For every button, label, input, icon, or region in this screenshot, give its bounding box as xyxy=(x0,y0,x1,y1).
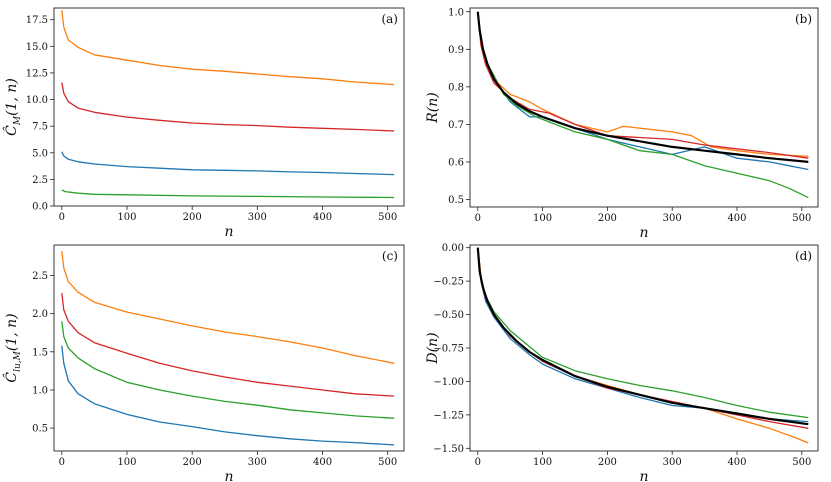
x-axis-label: n xyxy=(639,469,648,482)
x-tick-label: 200 xyxy=(598,213,617,224)
y-tick-label: −0.50 xyxy=(433,310,464,321)
y-tick-label: −1.50 xyxy=(433,444,464,455)
x-tick-label: 0 xyxy=(475,213,481,224)
y-tick-label: 0.5 xyxy=(32,424,48,435)
x-tick-label: 0 xyxy=(59,457,65,468)
series-line-red xyxy=(61,293,395,397)
y-tick-label: 2.0 xyxy=(32,309,48,320)
y-tick-label: 1.5 xyxy=(32,347,48,358)
y-tick-label: 0.6 xyxy=(448,157,464,168)
panel-b: 0 100 200 300 400 500 0.5 0.6 0.7 0.8 0.9 1.0 n R(n) (… xyxy=(425,7,819,241)
panel-tag: (a) xyxy=(381,12,398,26)
series-line-orange xyxy=(477,11,809,157)
x-tick-label: 500 xyxy=(792,457,811,468)
y-tick-label: 17.5 xyxy=(26,15,48,26)
x-axis-label: n xyxy=(639,225,648,241)
y-tick-label: 12.5 xyxy=(26,68,48,79)
x-tick-label: 100 xyxy=(117,212,136,223)
x-tick-label: 200 xyxy=(598,457,617,468)
series-line-blue xyxy=(477,11,809,171)
panel-tag: (b) xyxy=(795,12,812,26)
y-tick-label: 2.5 xyxy=(32,271,48,282)
y-tick-label: −0.75 xyxy=(433,344,464,355)
plot-frame xyxy=(53,7,405,207)
y-tick-label: −0.25 xyxy=(433,277,464,288)
y-tick-label: 2.5 xyxy=(32,175,48,186)
y-axis-label: ĈM(1, n) xyxy=(2,78,23,136)
y-tick-label: 0.9 xyxy=(448,45,464,56)
series-line-orange xyxy=(61,251,395,364)
x-tick-label: 300 xyxy=(663,213,682,224)
series-line-red xyxy=(477,247,809,429)
series-line-blue xyxy=(61,151,395,176)
x-tick-label: 200 xyxy=(183,457,202,468)
y-tick-label: 0.00 xyxy=(442,243,464,254)
x-tick-label: 400 xyxy=(727,457,746,468)
y-axis-label: D(n) xyxy=(425,332,441,364)
series-line-red xyxy=(61,82,395,132)
y-tick-label: −1.00 xyxy=(433,377,464,388)
x-tick-label: 500 xyxy=(378,457,397,468)
x-tick-label: 100 xyxy=(533,213,552,224)
x-tick-label: 100 xyxy=(533,457,552,468)
series-line-green xyxy=(477,247,809,419)
y-axis-label: Ĉlu,M(1, n) xyxy=(2,313,23,382)
y-tick-label: 0.0 xyxy=(32,202,48,213)
x-tick-label: 200 xyxy=(183,212,202,223)
series-line-black xyxy=(476,247,809,426)
x-tick-label: 300 xyxy=(248,457,267,468)
y-tick-label: 1.0 xyxy=(448,7,464,18)
y-axis-label: R(n) xyxy=(425,92,441,123)
x-tick-label: 500 xyxy=(792,213,811,224)
y-tick-label: 1.0 xyxy=(32,385,48,396)
series-line-orange xyxy=(61,10,395,86)
x-axis-label: n xyxy=(224,224,233,240)
x-tick-label: 400 xyxy=(727,213,746,224)
x-tick-label: 300 xyxy=(663,457,682,468)
x-tick-label: 300 xyxy=(248,212,267,223)
y-tick-label: −1.25 xyxy=(433,410,464,421)
panel-d: 0 100 200 300 400 500 0.00 −0.25 −0.50 −0.75 −1.00… xyxy=(425,243,819,482)
panel-tag: (d) xyxy=(795,249,812,263)
x-tick-label: 400 xyxy=(313,457,332,468)
series-line-black xyxy=(476,11,809,163)
panel-c: 0 100 200 300 400 500 0.5 1.0 1.5 2.0 2.5 n Ĉlu,M(1,… xyxy=(2,244,405,482)
y-tick-label: 0.7 xyxy=(448,120,464,131)
y-tick-label: 10.0 xyxy=(26,95,48,106)
panel-tag: (c) xyxy=(382,249,398,263)
y-tick-label: 7.5 xyxy=(32,122,48,133)
x-axis-label: n xyxy=(224,469,233,482)
plot-frame xyxy=(469,7,819,208)
series-line-green xyxy=(61,189,395,199)
x-tick-label: 400 xyxy=(313,212,332,223)
y-tick-label: 5.0 xyxy=(32,148,48,159)
panel-a: 0 100 200 300 400 500 0.0 2.5 5.0 7.5 10.0 12.5 15.0… xyxy=(2,7,405,240)
y-tick-label: 0.5 xyxy=(448,195,464,206)
plot-frame xyxy=(53,244,405,452)
series-line-red xyxy=(477,11,809,159)
x-tick-label: 500 xyxy=(378,212,397,223)
x-tick-label: 0 xyxy=(475,457,481,468)
series-line-blue xyxy=(61,345,395,446)
x-tick-label: 0 xyxy=(59,212,65,223)
y-tick-label: 0.8 xyxy=(448,82,464,93)
x-tick-label: 100 xyxy=(117,457,136,468)
series-line-green xyxy=(61,321,395,419)
series-line-green xyxy=(477,11,809,199)
y-tick-label: 15.0 xyxy=(26,42,48,53)
